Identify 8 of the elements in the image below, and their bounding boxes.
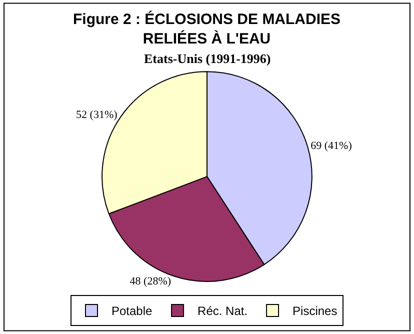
legend-label: Piscines: [292, 304, 338, 318]
data-label: 52 (31%): [76, 108, 118, 121]
data-label: 69 (41%): [310, 140, 352, 152]
chart-title: Figure 2 : ÉCLOSIONS DE MALADIES RELIÉES À L'EAU: [73, 10, 341, 48]
legend-label: Réc. Nat.: [198, 304, 248, 318]
data-label: 48 (28%): [130, 276, 172, 288]
legend-label: Potable: [112, 304, 153, 318]
chart-subtitle: Etats-Unis (1991-1996): [144, 51, 271, 66]
